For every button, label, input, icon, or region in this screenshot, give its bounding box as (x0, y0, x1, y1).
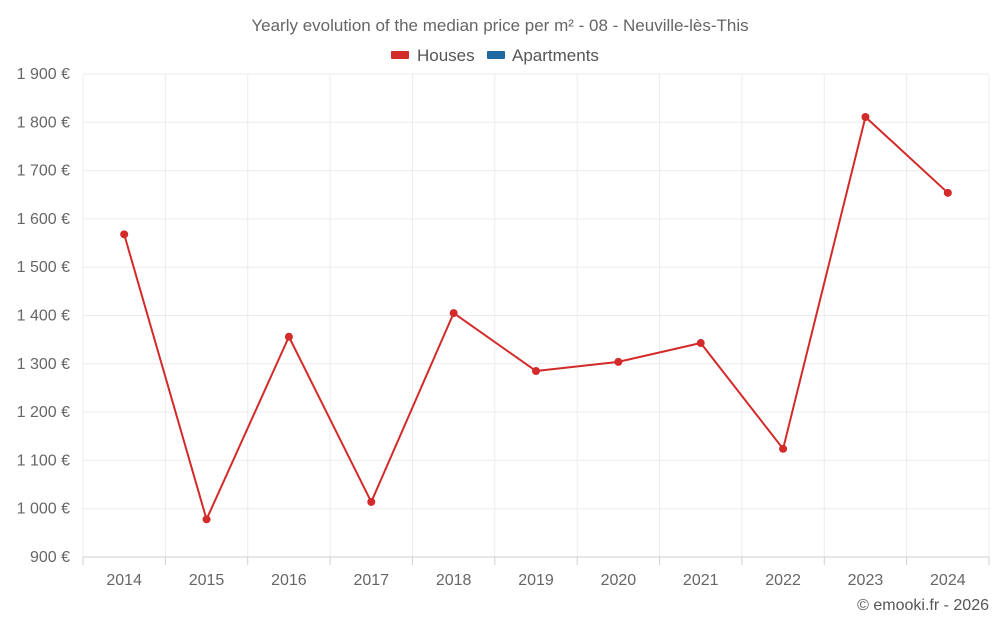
legend: Houses Apartments (391, 46, 599, 65)
y-tick-label: 1 400 € (17, 308, 70, 325)
y-tick-label: 1 200 € (17, 404, 70, 421)
legend-label-houses[interactable]: Houses (417, 46, 475, 65)
data-point-houses[interactable] (120, 230, 129, 239)
x-tick-label: 2017 (353, 572, 389, 589)
credit-text: © emooki.fr - 2026 (857, 597, 989, 614)
x-tick-label: 2020 (601, 572, 637, 589)
y-tick-label: 1 700 € (17, 163, 70, 180)
data-point-houses[interactable] (367, 497, 376, 506)
chart-title: Yearly evolution of the median price per… (251, 16, 748, 35)
y-tick-label: 1 600 € (17, 211, 70, 228)
y-tick-label: 1 100 € (17, 452, 70, 469)
data-point-houses[interactable] (861, 112, 870, 121)
data-point-houses[interactable] (202, 515, 211, 524)
x-tick-label: 2021 (683, 572, 719, 589)
y-tick-label: 1 000 € (17, 501, 70, 518)
series-houses (120, 112, 952, 524)
legend-label-apartments[interactable]: Apartments (512, 46, 599, 65)
x-axis-tick-labels: 2014 2015 2016 2017 2018 2019 2020 2021 2022 2023… (106, 572, 965, 589)
y-tick-label: 900 € (30, 549, 70, 566)
x-tick-label: 2014 (106, 572, 142, 589)
y-tick-label: 1 900 € (17, 66, 70, 83)
y-tick-label: 1 500 € (17, 259, 70, 276)
data-point-houses[interactable] (779, 444, 788, 453)
y-axis-tick-labels: 900 € 1 000 € 1 100 € 1 200 € 1 300 € 1 400 €… (17, 66, 70, 566)
axes (82, 556, 990, 565)
x-tick-label: 2019 (518, 572, 554, 589)
x-tick-label: 2023 (848, 572, 884, 589)
y-tick-label: 1 800 € (17, 114, 70, 131)
series-layer (120, 112, 952, 524)
data-point-houses[interactable] (943, 188, 952, 197)
x-tick-label: 2015 (189, 572, 225, 589)
legend-swatch-apartments[interactable] (487, 51, 505, 59)
x-tick-label: 2022 (765, 572, 801, 589)
x-tick-label: 2016 (271, 572, 307, 589)
legend-swatch-houses[interactable] (391, 51, 409, 59)
x-tick-label: 2024 (930, 572, 966, 589)
data-point-houses[interactable] (532, 367, 540, 376)
x-gridlines (82, 74, 990, 557)
data-point-houses[interactable] (284, 332, 293, 341)
x-tick-label: 2018 (436, 572, 472, 589)
data-point-houses[interactable] (614, 357, 623, 366)
y-tick-label: 1 300 € (17, 356, 70, 373)
data-point-houses[interactable] (696, 339, 705, 348)
y-gridlines (83, 73, 989, 558)
data-point-houses[interactable] (449, 309, 458, 318)
